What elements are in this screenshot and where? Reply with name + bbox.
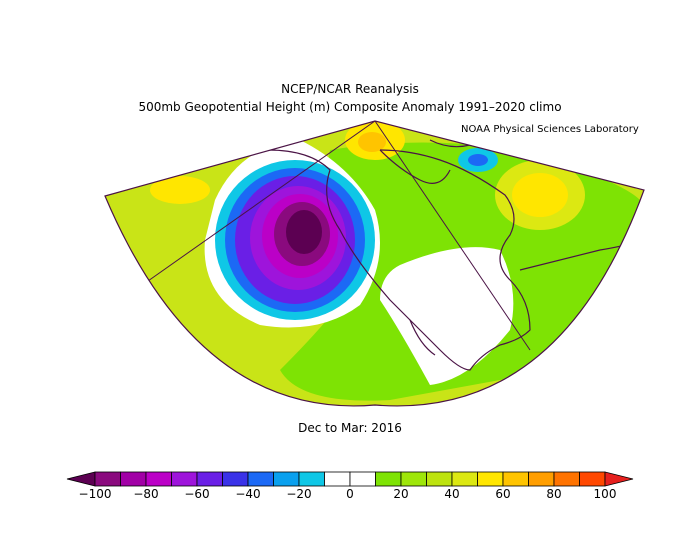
colorbar-swatch <box>426 471 453 487</box>
colorbar-above-arrow <box>604 471 634 487</box>
colorbar-swatch <box>196 471 223 487</box>
map-border <box>104 120 645 407</box>
chart-title: NCEP/NCAR Reanalysis <box>281 82 419 96</box>
colorbar-below-arrow <box>66 471 96 487</box>
colorbar-tick-label: 20 <box>393 487 408 501</box>
colorbar-swatch <box>400 471 427 487</box>
anomaly-minimum <box>286 210 322 254</box>
colorbar-swatch <box>273 471 300 487</box>
colorbar-tick-label: −100 <box>79 487 112 501</box>
colorbar-swatch <box>553 471 580 487</box>
season-label: Dec to Mar: 2016 <box>298 421 402 435</box>
colorbar-tick-label: 60 <box>495 487 510 501</box>
colorbar-swatch <box>528 471 555 487</box>
colorbar-swatch <box>222 471 249 487</box>
colorbar-tick-label: 80 <box>546 487 561 501</box>
colorbar-swatch <box>94 471 121 487</box>
atlantic-positive-50 <box>512 173 568 217</box>
colorbar-tick-label: −60 <box>184 487 209 501</box>
colorbar-swatch <box>298 471 325 487</box>
colorbar-swatch <box>247 471 274 487</box>
colorbar-tick-label: −20 <box>286 487 311 501</box>
colorbar-tick-label: −80 <box>133 487 158 501</box>
colorbar-swatch <box>145 471 172 487</box>
colorbar-tick-label: 40 <box>444 487 459 501</box>
colorbar-tick-label: −40 <box>235 487 260 501</box>
credit-label: NOAA Physical Sciences Laboratory <box>461 124 639 135</box>
colorbar-swatch <box>349 471 376 487</box>
greenland-negative-core <box>468 154 488 166</box>
colorbar-swatch <box>477 471 504 487</box>
colorbar-swatch <box>502 471 529 487</box>
meridians <box>147 121 531 351</box>
colorbar-swatch <box>579 471 606 487</box>
colorbar-swatch <box>375 471 402 487</box>
colorbar-swatch <box>324 471 351 487</box>
colorbar: −100 −80 −60 −40 −20 0 20 40 60 80 100 <box>66 471 634 501</box>
colorbar-tick-label: 100 <box>594 487 617 501</box>
colorbar-tick-label: 0 <box>346 487 354 501</box>
colorbar-swatch <box>171 471 198 487</box>
chart-subtitle: 500mb Geopotential Height (m) Composite … <box>138 100 562 114</box>
arctic-positive-core <box>358 132 386 152</box>
colorbar-swatch <box>451 471 478 487</box>
pacific-positive <box>150 176 210 204</box>
colorbar-swatch <box>120 471 147 487</box>
zero-band-south <box>380 247 514 385</box>
